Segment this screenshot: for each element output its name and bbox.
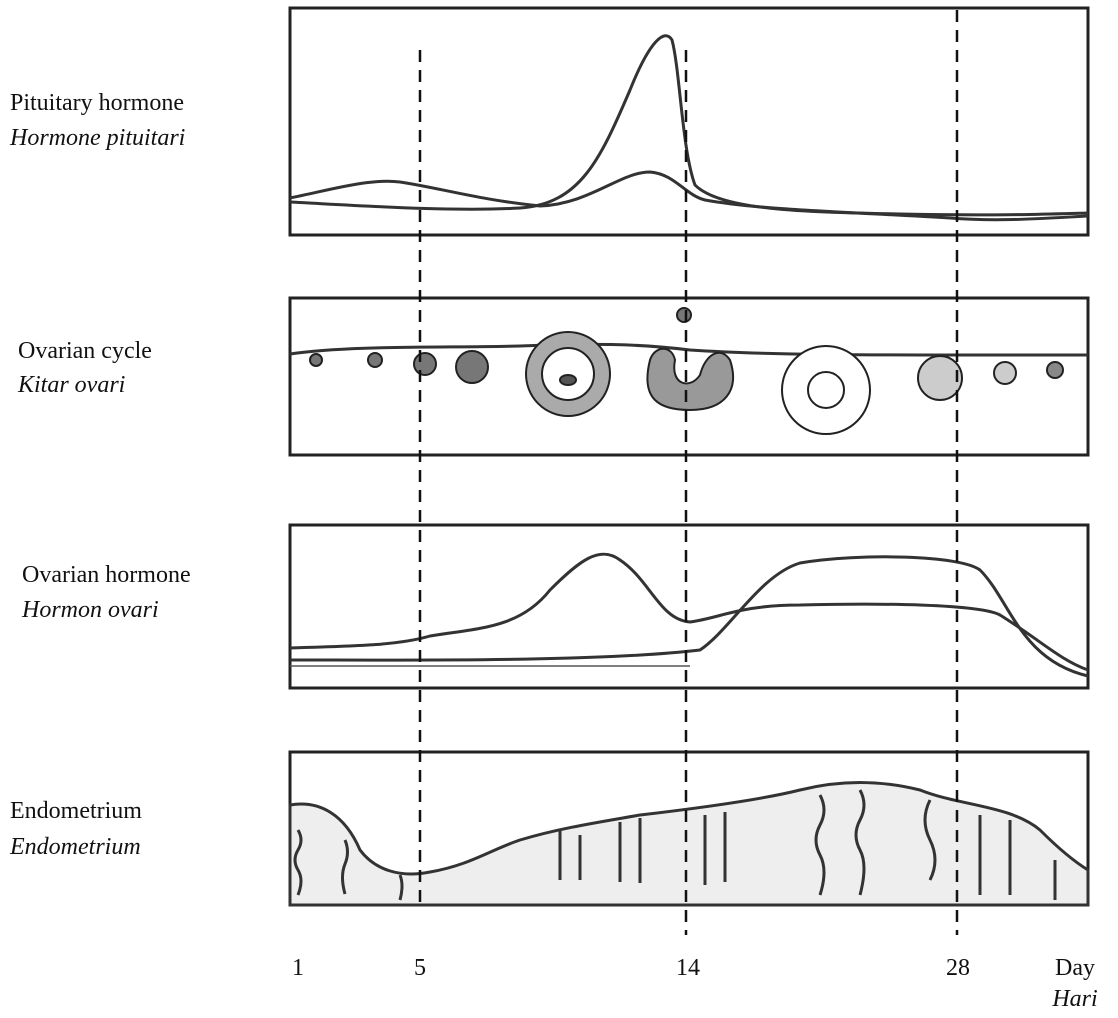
fsh-curve xyxy=(289,170,1089,222)
row-label: Ovarian cycle xyxy=(18,338,152,364)
day-label: 28 xyxy=(946,955,970,981)
row-label-ms: Endometrium xyxy=(9,834,141,860)
row-label-ms: Hormone pituitari xyxy=(9,125,185,151)
ovary-surface xyxy=(289,342,1089,357)
day-unit-ms: Hari xyxy=(1051,986,1097,1012)
day-label: 5 xyxy=(414,955,426,981)
row-label-ms: Kitar ovari xyxy=(17,372,125,398)
pituitary-panel xyxy=(288,6,1090,237)
day-label: 14 xyxy=(676,955,700,981)
row-label: Ovarian hormone xyxy=(22,562,191,588)
oestrogen-curve xyxy=(289,552,1089,672)
row-label-ms: Hormon ovari xyxy=(21,597,159,623)
endometrium-lining xyxy=(288,781,1090,907)
glands xyxy=(293,789,1057,901)
row-label: Endometrium xyxy=(10,798,142,824)
ovarian-cycle-panel xyxy=(288,296,1090,457)
row-label: Pituitary hormone xyxy=(10,90,184,116)
ovarian-hormone-panel xyxy=(288,523,1090,690)
progesterone-curve xyxy=(289,555,1089,678)
day-label: 1 xyxy=(292,955,304,981)
day-unit: Day xyxy=(1055,955,1095,981)
